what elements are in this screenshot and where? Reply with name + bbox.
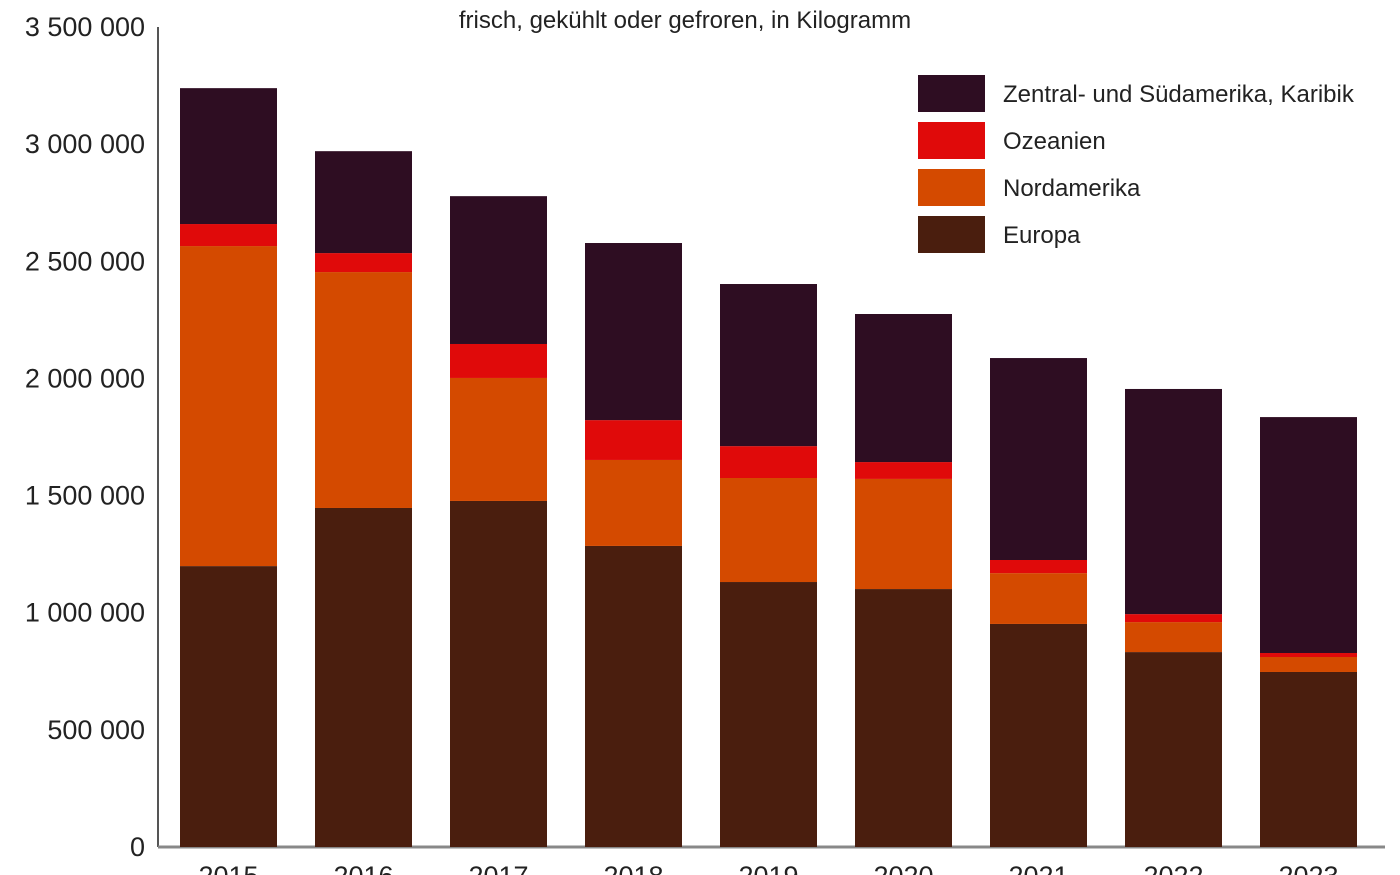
bar-segment-zentral-und-s-damerika-karibik-2019 <box>720 284 817 447</box>
x-tick-label: 2023 <box>1278 861 1338 875</box>
bar-segment-europa-2020 <box>855 589 952 847</box>
bar-segment-nordamerika-2017 <box>450 377 547 501</box>
y-tick-label: 1 000 000 <box>25 598 145 628</box>
bar-segment-nordamerika-2023 <box>1260 656 1357 672</box>
bar-segment-zentral-und-s-damerika-karibik-2023 <box>1260 417 1357 654</box>
y-tick-label: 2 500 000 <box>25 246 145 276</box>
bar-segment-zentral-und-s-damerika-karibik-2016 <box>315 151 412 254</box>
bar-segment-ozeanien-2020 <box>855 462 952 479</box>
legend-label: Ozeanien <box>1003 128 1106 155</box>
x-tick-label: 2019 <box>738 861 798 875</box>
bar-segment-ozeanien-2021 <box>990 560 1087 574</box>
y-axis: 0 500 000 1 000 000 1 500 000 2 000 000 2 500… <box>25 12 1385 862</box>
x-tick-label: 2018 <box>603 861 663 875</box>
bar-segment-ozeanien-2019 <box>720 446 817 478</box>
legend-label: Nordamerika <box>1003 175 1141 202</box>
legend-label: Europa <box>1003 222 1081 249</box>
x-tick-label: 2016 <box>333 861 393 875</box>
chart-subtitle: frisch, gekühlt oder gefroren, in Kilogr… <box>459 7 911 34</box>
legend-swatch <box>918 75 985 112</box>
x-tick-label: 2015 <box>198 861 258 875</box>
y-tick-label: 0 <box>130 832 145 862</box>
bar-segment-nordamerika-2015 <box>180 246 277 567</box>
legend: Zentral- und Südamerika, Karibik Ozeanien… <box>918 75 1355 253</box>
bar-segment-zentral-und-s-damerika-karibik-2020 <box>855 314 952 463</box>
bar-segment-zentral-und-s-damerika-karibik-2018 <box>585 243 682 421</box>
bar-segment-europa-2015 <box>180 566 277 847</box>
bar-segment-nordamerika-2022 <box>1125 622 1222 653</box>
bar-segment-ozeanien-2015 <box>180 224 277 247</box>
bar-segment-zentral-und-s-damerika-karibik-2017 <box>450 196 547 344</box>
y-tick-label: 1 500 000 <box>25 481 145 511</box>
bar-segment-nordamerika-2019 <box>720 478 817 583</box>
bar-segment-ozeanien-2016 <box>315 253 412 273</box>
bar-segment-zentral-und-s-damerika-karibik-2021 <box>990 358 1087 560</box>
bar-segment-nordamerika-2021 <box>990 573 1087 624</box>
bar-segment-europa-2018 <box>585 545 682 847</box>
legend-swatch <box>918 216 985 253</box>
y-tick-label: 3 500 000 <box>25 12 145 42</box>
legend-swatch <box>918 122 985 159</box>
x-tick-label: 2017 <box>468 861 528 875</box>
bar-segment-europa-2023 <box>1260 671 1357 847</box>
bar-segment-nordamerika-2016 <box>315 272 412 508</box>
bar-segment-nordamerika-2018 <box>585 459 682 546</box>
bar-segment-europa-2021 <box>990 623 1087 847</box>
bar-segment-nordamerika-2020 <box>855 478 952 590</box>
bar-segment-ozeanien-2022 <box>1125 614 1222 623</box>
bar-segment-zentral-und-s-damerika-karibik-2022 <box>1125 388 1222 615</box>
bar-segment-ozeanien-2023 <box>1260 653 1357 657</box>
legend-swatch <box>918 169 985 206</box>
x-tick-label: 2022 <box>1143 861 1203 875</box>
y-tick-label: 500 000 <box>47 715 145 745</box>
x-tick-label: 2021 <box>1008 861 1068 875</box>
bars <box>180 88 1357 847</box>
y-tick-label: 3 000 000 <box>25 129 145 159</box>
bar-segment-zentral-und-s-damerika-karibik-2015 <box>180 88 277 225</box>
bar-segment-ozeanien-2018 <box>585 420 682 460</box>
x-tick-label: 2020 <box>873 861 933 875</box>
bar-segment-europa-2019 <box>720 582 817 847</box>
bar-segment-ozeanien-2017 <box>450 343 547 378</box>
legend-label: Zentral- und Südamerika, Karibik <box>1003 81 1355 108</box>
bar-segment-europa-2016 <box>315 507 412 847</box>
bar-segment-europa-2017 <box>450 500 547 847</box>
y-tick-label: 2 000 000 <box>25 363 145 393</box>
bar-segment-europa-2022 <box>1125 652 1222 847</box>
x-axis: 2015 2016 2017 2018 2019 2020 2021 2022 2023 <box>198 861 1338 875</box>
